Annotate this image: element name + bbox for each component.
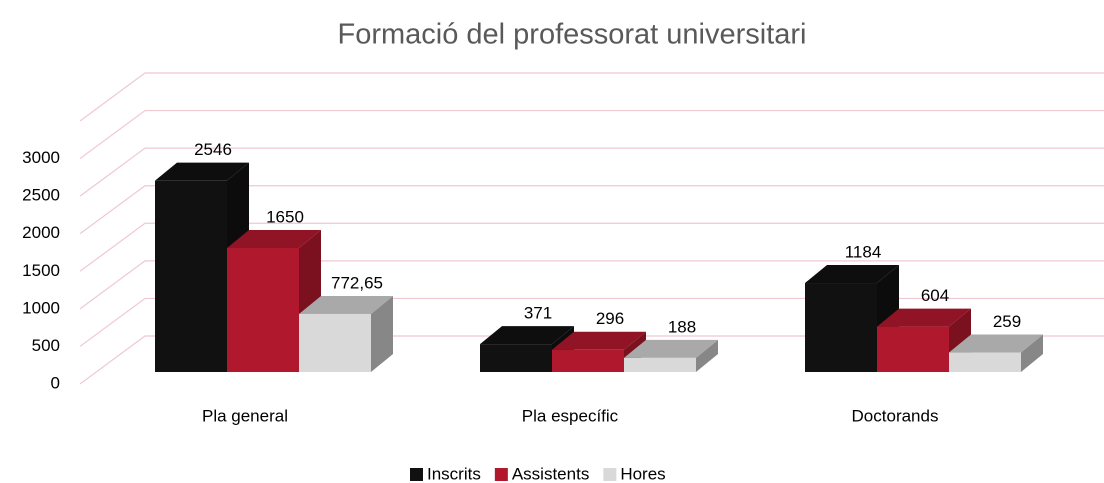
bar-top	[155, 162, 249, 181]
data-label: 772,65	[331, 273, 383, 292]
legend-swatch	[410, 468, 423, 481]
legend-label: Assistents	[512, 464, 589, 483]
data-label: 604	[921, 286, 949, 305]
bar-top	[877, 308, 971, 327]
bar-front	[949, 352, 1021, 372]
bar-top	[480, 326, 574, 345]
x-tick-label: Pla general	[202, 406, 288, 425]
chart-title: Formació del professorat universitari	[337, 19, 806, 51]
bar-top	[552, 331, 646, 350]
legend-label: Hores	[620, 464, 665, 483]
data-label: 371	[524, 304, 552, 323]
y-tick-label: 2000	[22, 223, 60, 242]
grid-line	[79, 185, 1104, 235]
bar-front	[877, 326, 949, 372]
grid-line	[79, 147, 1104, 197]
bar-front	[299, 313, 371, 372]
bar-side	[371, 295, 393, 372]
bar	[949, 334, 1043, 372]
data-label: 296	[596, 309, 624, 328]
bar-top	[299, 295, 393, 314]
bar-top	[227, 230, 321, 249]
y-tick-label: 0	[51, 373, 60, 392]
grid-line	[79, 222, 1104, 272]
x-tick-label: Pla específic	[522, 406, 619, 425]
y-tick-label: 3000	[22, 148, 60, 167]
y-tick-label: 500	[32, 336, 60, 355]
bar-front	[552, 349, 624, 372]
legend-label: Inscrits	[427, 464, 481, 483]
grid-line	[79, 335, 1104, 385]
grid-line	[79, 109, 1104, 160]
bar	[299, 295, 393, 372]
bar-front	[805, 283, 877, 372]
bar-front	[227, 248, 299, 372]
grid-line	[79, 72, 1104, 122]
data-label: 188	[668, 317, 696, 336]
grid-line	[79, 297, 1104, 347]
data-label: 1650	[266, 207, 304, 226]
legend-swatch	[603, 468, 617, 481]
grid-line	[79, 260, 1104, 310]
bar	[877, 308, 971, 372]
bar-front	[624, 357, 696, 372]
data-label: 2546	[194, 140, 232, 159]
y-tick-label: 1000	[22, 298, 60, 317]
legend-swatch	[494, 468, 508, 481]
bar-top	[624, 339, 718, 358]
bar-top	[805, 265, 899, 284]
bar	[624, 339, 718, 372]
bar-front	[155, 180, 227, 372]
y-tick-label: 1500	[22, 261, 60, 280]
data-label: 259	[993, 312, 1021, 331]
bar-side	[696, 339, 718, 372]
bar-top	[949, 334, 1043, 353]
bar-side	[1021, 334, 1043, 372]
y-tick-label: 2500	[22, 186, 60, 205]
bar-front	[480, 344, 552, 372]
data-label: 1184	[845, 243, 882, 262]
x-tick-label: Doctorands	[852, 406, 939, 425]
